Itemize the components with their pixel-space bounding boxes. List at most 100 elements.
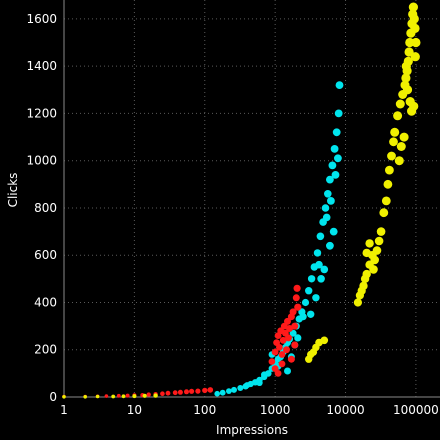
data-point: [244, 382, 251, 389]
data-point: [219, 389, 226, 396]
data-point: [322, 213, 331, 222]
data-point: [410, 23, 420, 33]
grid: [64, 0, 440, 397]
y-tick-label: 1200: [26, 106, 57, 120]
x-tick-label: 10000: [326, 403, 364, 417]
x-tick-label: 1: [60, 403, 68, 417]
data-point: [279, 336, 287, 344]
data-point: [184, 389, 189, 395]
data-point: [359, 281, 368, 291]
y-tick-label: 1400: [26, 59, 57, 73]
data-point: [104, 394, 109, 398]
data-point: [294, 303, 302, 311]
data-point: [401, 73, 411, 83]
data-point: [329, 227, 338, 236]
data-points: [62, 2, 421, 399]
data-point: [390, 127, 400, 137]
data-point: [383, 179, 393, 189]
x-tick-label: 10: [127, 403, 142, 417]
data-point: [172, 390, 178, 396]
data-point: [214, 390, 220, 397]
data-point: [286, 325, 293, 332]
data-point: [409, 14, 419, 24]
x-tick-label: 1000: [260, 403, 291, 417]
data-point: [379, 208, 389, 218]
data-point: [387, 151, 396, 161]
data-point: [121, 394, 126, 399]
y-tick-label: 600: [34, 248, 57, 262]
data-point: [362, 269, 371, 279]
data-point: [132, 394, 137, 399]
data-point: [165, 390, 171, 396]
data-point: [146, 392, 151, 397]
data-point: [317, 275, 325, 283]
data-point: [353, 298, 362, 307]
data-point: [305, 287, 313, 295]
data-point: [330, 145, 339, 153]
data-point: [278, 351, 286, 358]
data-point: [385, 165, 394, 175]
data-point: [278, 360, 286, 368]
data-point: [395, 99, 405, 109]
y-tick-label: 1000: [26, 154, 57, 168]
data-point: [334, 109, 343, 118]
data-point: [125, 393, 130, 398]
data-point: [335, 81, 344, 89]
data-point: [381, 196, 391, 206]
x-tick-label: 100000: [393, 403, 439, 417]
data-point: [402, 85, 413, 95]
data-point: [405, 97, 415, 107]
data-point: [399, 132, 409, 142]
data-point: [369, 265, 378, 274]
data-point: [321, 204, 330, 212]
x-axis-title: Impressions: [216, 423, 288, 437]
data-point: [292, 294, 300, 302]
data-point: [116, 393, 121, 398]
data-point: [283, 346, 290, 354]
data-point: [293, 284, 301, 292]
data-point: [160, 391, 165, 397]
data-point: [207, 387, 214, 393]
data-point: [301, 298, 310, 307]
data-point: [261, 371, 268, 378]
data-point: [327, 197, 335, 205]
data-point: [189, 388, 195, 394]
data-point: [284, 317, 291, 325]
data-point: [324, 190, 332, 198]
data-point: [142, 393, 147, 398]
data-point: [291, 341, 299, 349]
y-tick-label: 1600: [26, 12, 57, 26]
data-point: [376, 227, 386, 236]
data-point: [328, 161, 337, 170]
data-point: [287, 355, 295, 363]
data-point: [202, 387, 208, 394]
y-tick-label: 200: [34, 343, 57, 357]
data-point: [334, 154, 342, 163]
data-point: [370, 255, 380, 265]
data-point: [396, 142, 406, 151]
data-point: [326, 241, 334, 250]
data-point: [320, 336, 329, 345]
data-point: [332, 128, 341, 137]
data-point: [256, 379, 263, 386]
data-point: [408, 2, 418, 12]
data-point: [237, 385, 244, 391]
tick-labels: 1 10 100 1000 10000 100000 0 200 400 600 800 1000 12…: [26, 12, 438, 417]
data-point: [231, 386, 237, 393]
data-point: [271, 348, 279, 356]
data-point: [83, 395, 87, 399]
data-point: [394, 156, 404, 166]
data-point: [177, 389, 183, 395]
data-point: [291, 322, 299, 330]
data-point: [307, 275, 316, 283]
data-point: [111, 394, 116, 399]
data-point: [362, 248, 371, 258]
data-point: [153, 393, 158, 398]
data-point: [410, 52, 420, 62]
data-point: [401, 61, 411, 71]
data-point: [284, 367, 291, 375]
data-point: [312, 294, 320, 302]
data-point: [389, 137, 398, 147]
